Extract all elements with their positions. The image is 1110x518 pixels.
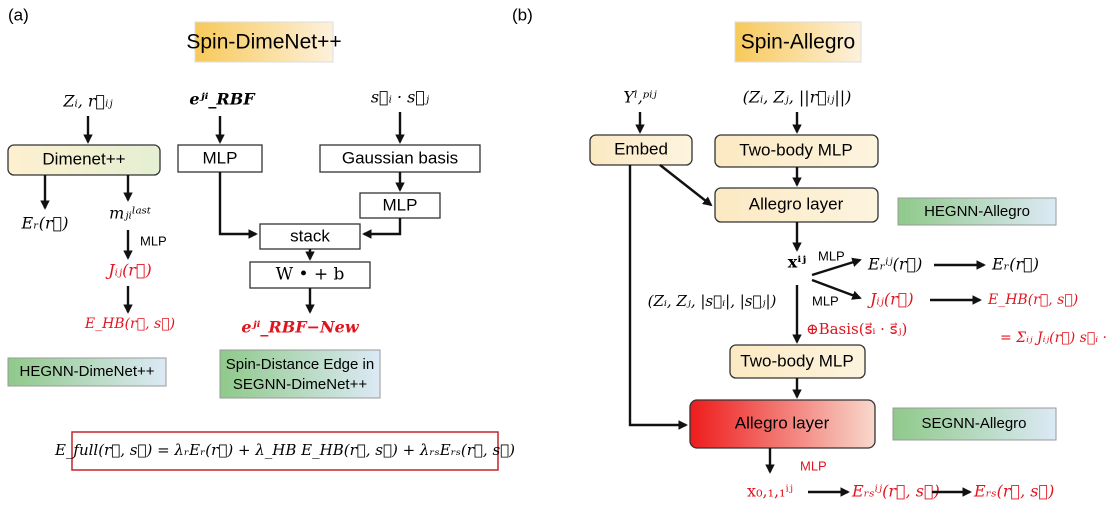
model-box	[219, 349, 381, 399]
formula-box	[71, 431, 499, 471]
model-label: Spin-Distance Edge in	[226, 356, 374, 373]
title-box	[194, 21, 334, 63]
model-box	[892, 407, 1057, 441]
arrow	[218, 172, 258, 239]
title-box	[734, 21, 862, 63]
node-label: Gaussian basis	[342, 148, 458, 167]
title: Spin-DimeNet++	[186, 31, 341, 54]
node-label: Allegro layer	[735, 413, 830, 432]
edge-label: MLP	[800, 458, 827, 473]
node	[249, 261, 371, 289]
arrow	[811, 257, 862, 277]
input: (Zᵢ, Zⱼ, ||r⃗ᵢⱼ||)	[743, 88, 852, 107]
node-label: MLP	[203, 148, 238, 167]
formula: = Σᵢⱼ Jᵢⱼ(r⃗) s⃗ᵢ · s⃗ⱼ	[1000, 330, 1110, 346]
model-label: SEGNN-DimeNet++	[233, 376, 367, 393]
node	[319, 144, 481, 173]
node-label: stack	[290, 226, 330, 245]
node-label: Dimenet++	[42, 149, 125, 168]
output: Jᵢⱼ(r⃗)	[867, 290, 914, 309]
output: Eᵣₛⁱʲ(r⃗, s⃗)	[851, 482, 940, 501]
output: Eᵣₛ(r⃗, s⃗)	[973, 482, 1054, 501]
model-label: HEGNN-Allegro	[924, 203, 1030, 220]
output: E_HB(r⃗, s⃗)	[987, 292, 1078, 308]
output: Eᵣⁱʲ(r⃗)	[867, 255, 922, 274]
arrow	[659, 164, 713, 207]
node	[589, 134, 693, 166]
node	[259, 223, 361, 250]
panel-label: (a)	[8, 5, 29, 24]
node	[7, 144, 161, 176]
node-label: Two-body MLP	[739, 140, 852, 159]
node-label: W • + b	[276, 265, 345, 285]
edge-label: MLP	[818, 248, 845, 263]
arrow	[628, 165, 688, 430]
model-label: SEGNN-Allegro	[921, 415, 1026, 432]
output: eʲⁱ_RBF−New	[241, 318, 359, 337]
output: x₀,₁,₁ⁱʲ	[747, 482, 793, 501]
model-box	[7, 357, 167, 387]
input: Zᵢ, r⃗ᵢⱼ	[62, 92, 113, 111]
formula: E_full(r⃗, s⃗) = λᵣEᵣ(r⃗) + λ_HB E_HB(r⃗…	[54, 441, 515, 459]
output: Eᵣ(r⃗)	[21, 214, 69, 233]
node	[359, 192, 441, 219]
node-label: Embed	[614, 139, 668, 158]
node	[689, 399, 876, 449]
title: Spin-Allegro	[741, 31, 855, 54]
input: (Zᵢ, Zⱼ, |s⃗ᵢ|, |s⃗ⱼ|)	[648, 292, 777, 310]
node-label: Two-body MLP	[740, 351, 853, 370]
panel-label: (b)	[512, 5, 533, 24]
output: Eᵣ(r⃗)	[991, 255, 1039, 274]
model-box	[897, 197, 1057, 226]
input: Yˡ,ᵖⁱʲ	[623, 88, 657, 107]
arrow	[811, 278, 862, 300]
edge-label: MLP	[140, 233, 167, 248]
node-label: xⁱʲ	[788, 253, 806, 272]
node-label: MLP	[383, 195, 418, 214]
output: E_HB(r⃗, s⃗)	[84, 316, 175, 332]
edge-label: MLP	[812, 293, 839, 308]
node-label: Allegro layer	[749, 194, 844, 213]
node-label: mⱼᵢˡᵃˢᵗ	[109, 204, 151, 223]
arrow	[362, 218, 402, 239]
model-label: HEGNN-DimeNet++	[19, 363, 154, 380]
input: eʲⁱ_RBF	[189, 90, 256, 109]
input: ⊕Basis(s⃗ᵢ · s⃗ⱼ)	[806, 320, 907, 338]
output: Jᵢⱼ(r⃗)	[105, 261, 152, 280]
input: s⃗ᵢ · s⃗ⱼ	[371, 88, 430, 107]
